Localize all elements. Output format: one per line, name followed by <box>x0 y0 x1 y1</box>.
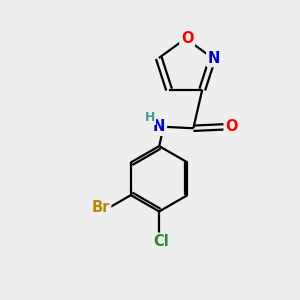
Text: Cl: Cl <box>153 234 169 249</box>
Text: H: H <box>145 111 155 124</box>
Text: N: N <box>208 51 220 66</box>
Text: O: O <box>225 119 238 134</box>
Text: Br: Br <box>91 200 110 215</box>
Text: N: N <box>153 119 165 134</box>
Text: O: O <box>181 31 194 46</box>
